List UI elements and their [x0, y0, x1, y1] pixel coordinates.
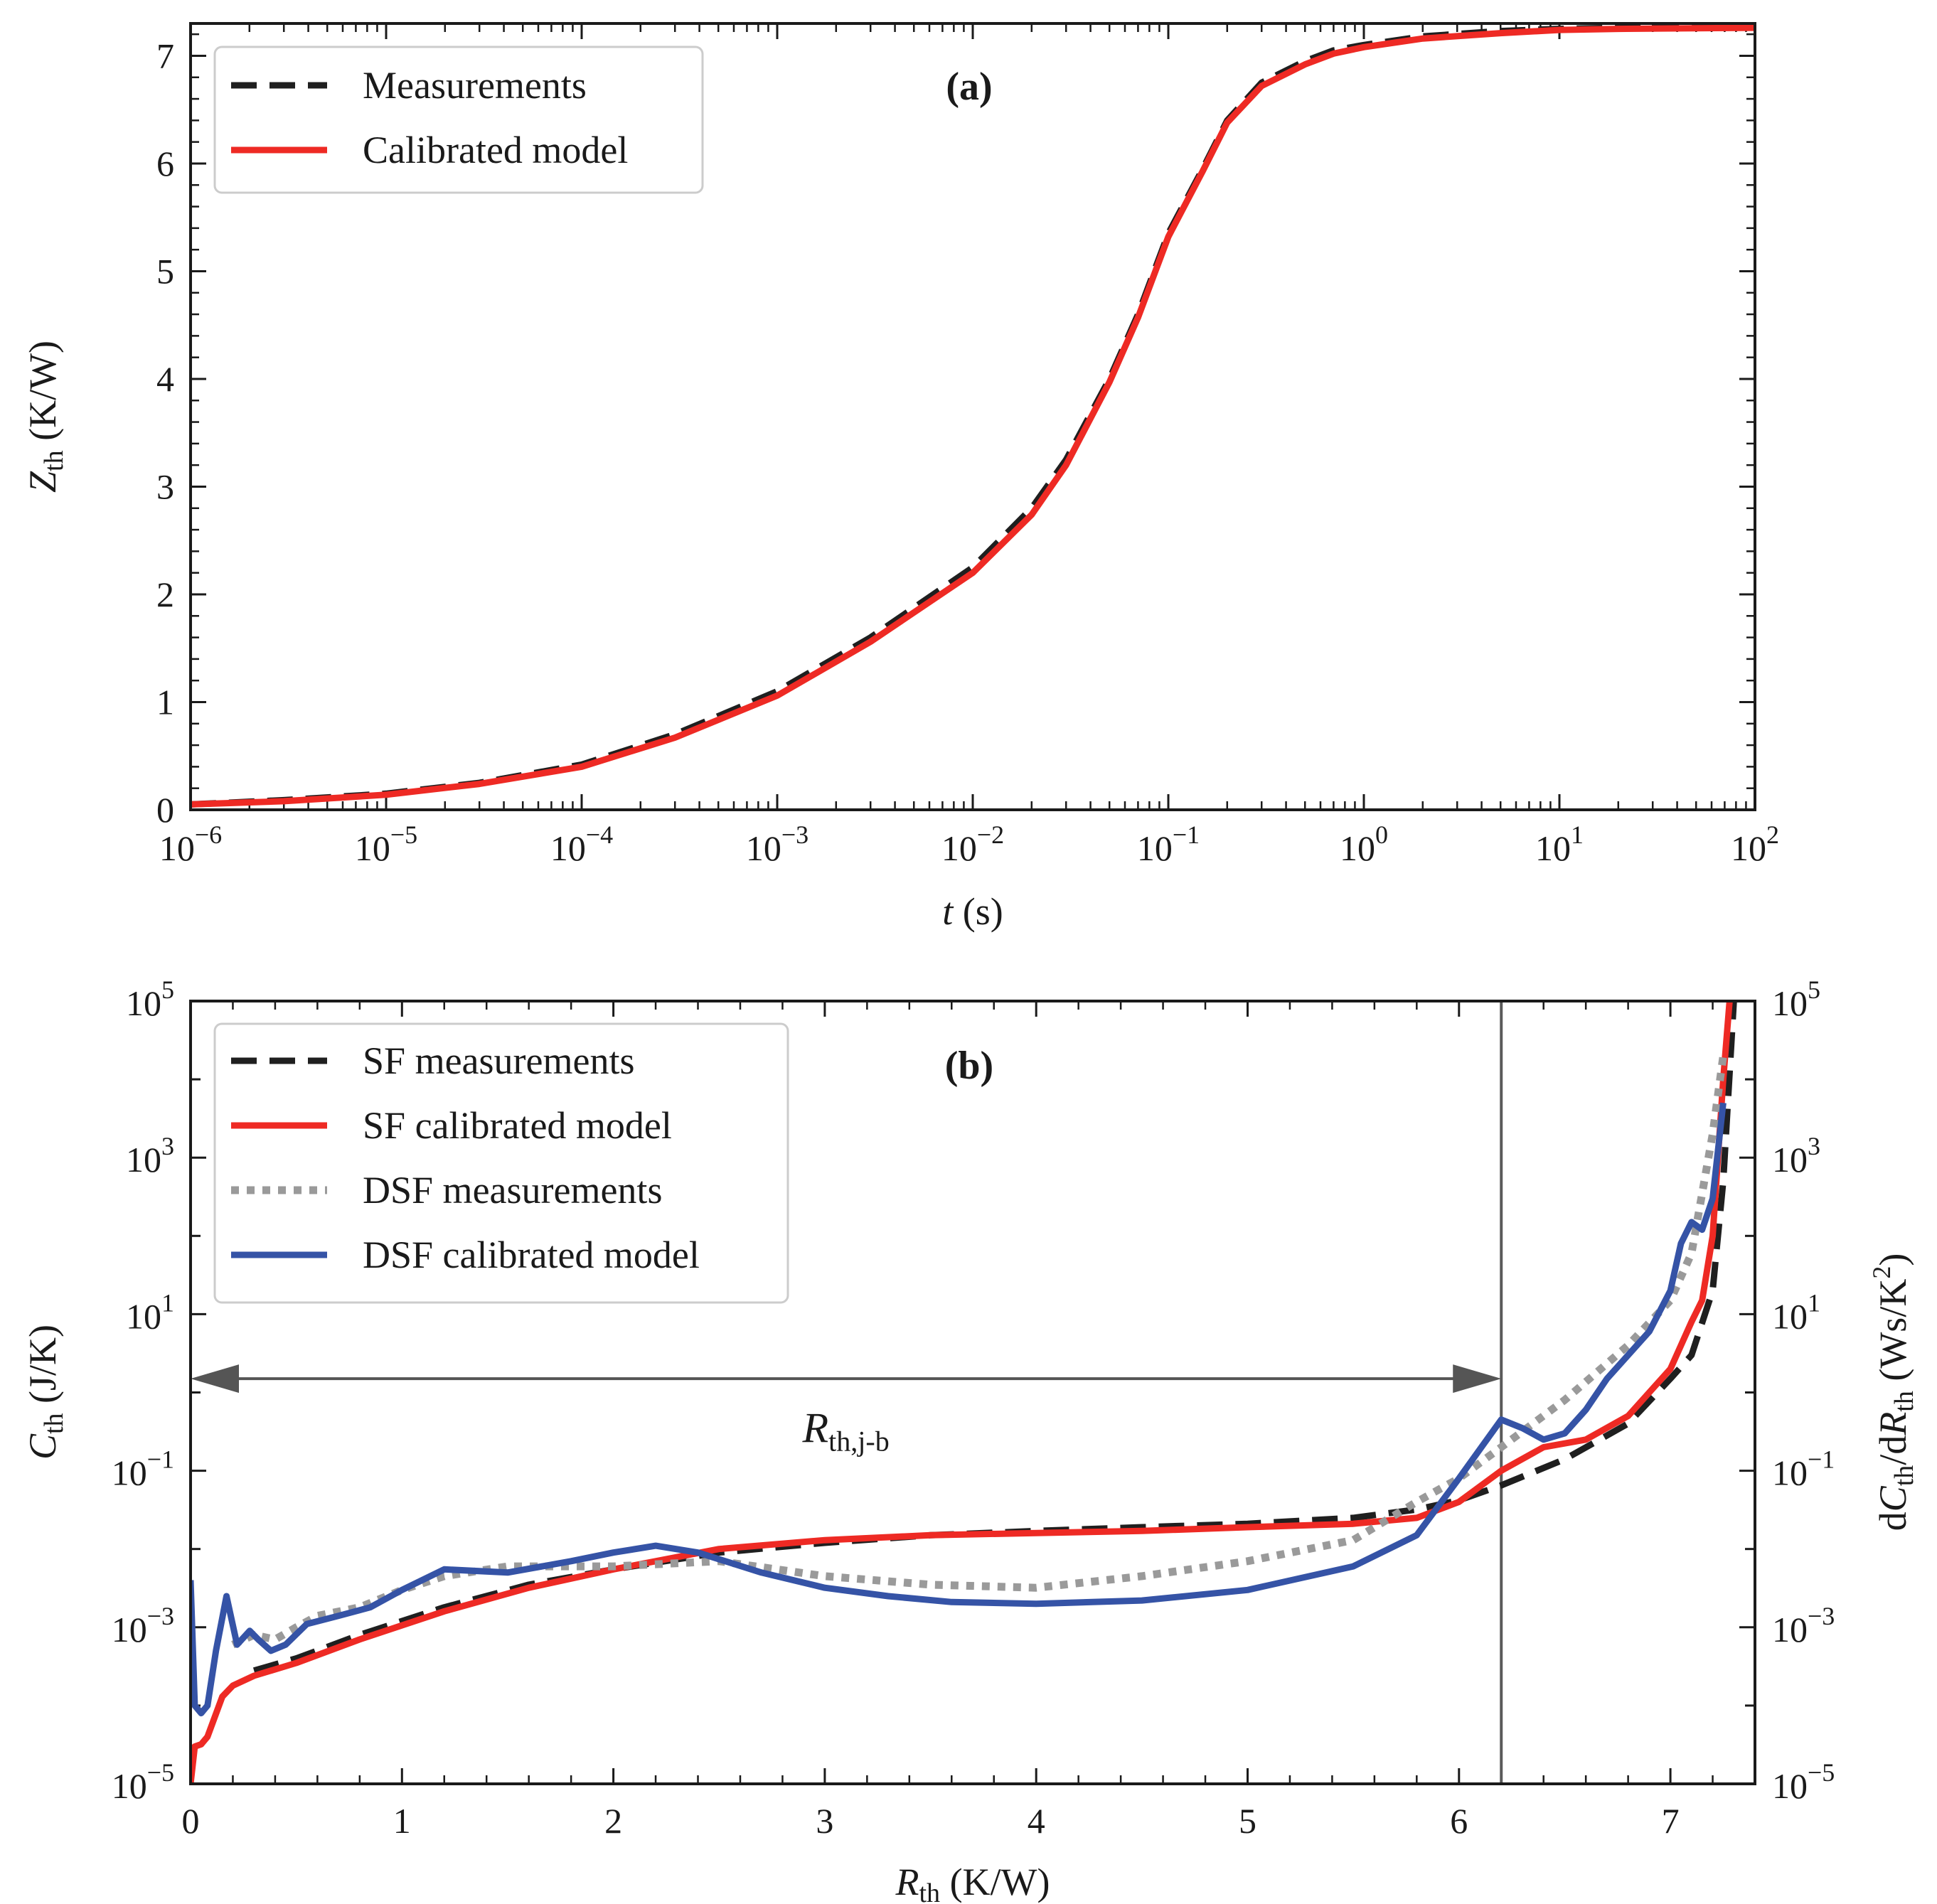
- x-tick-label: 100: [1340, 820, 1388, 868]
- legend-label-calibrated-model: Calibrated model: [363, 129, 628, 171]
- legend-label-sf-measurements: SF measurements: [363, 1039, 634, 1082]
- rth-jb-arrow-head-left: [191, 1364, 239, 1394]
- y-tick-label: 4: [156, 359, 174, 399]
- panel-b-legend: SF measurements SF calibrated model DSF …: [213, 1022, 789, 1304]
- right-y-tick-label: 101: [1772, 1288, 1820, 1336]
- panel-b-series: [191, 1001, 1737, 1784]
- x-tick-label: 10−3: [746, 820, 809, 868]
- panel-b-right-y-axis-label: dCth/dRth (Ws/K2): [1867, 1253, 1919, 1531]
- right-y-tick-label: 105: [1772, 975, 1820, 1023]
- right-y-tick-label: 10−3: [1772, 1602, 1835, 1649]
- right-y-tick-label: 103: [1772, 1132, 1820, 1180]
- right-y-tick-label: 10−5: [1772, 1758, 1835, 1806]
- x-tick-label: 10−6: [159, 820, 222, 868]
- panel-a-legend: Measurements Calibrated model: [213, 46, 704, 194]
- y-tick-label: 1: [156, 682, 174, 722]
- panel-a-y-tick-labels: 0 1 2 3 4 5 6 7: [156, 36, 174, 830]
- y-tick-label: 10−5: [112, 1758, 174, 1806]
- y-tick-label: 105: [126, 975, 174, 1023]
- series-line-b-sf-measurements: [252, 1001, 1737, 1674]
- x-tick-label: 6: [1450, 1801, 1468, 1841]
- y-tick-label: 10−3: [112, 1602, 174, 1649]
- panel-a-frame: [189, 22, 1756, 811]
- panel-b-x-tick-labels: 0 1 2 3 4 5 6 7: [182, 1801, 1680, 1841]
- x-tick-label: 0: [182, 1801, 200, 1841]
- series-line-b-sf-calibrated-model: [191, 1001, 1733, 1784]
- y-tick-label: 7: [156, 36, 174, 75]
- panel-b-x-axis-label: Rth (K/W): [895, 1861, 1050, 1904]
- y-tick-label: 2: [156, 574, 174, 614]
- panel-b-label: (b): [945, 1044, 993, 1088]
- y-tick-label: 10−1: [112, 1445, 174, 1493]
- panel-b-right-y-tick-labels: 10−5 10−3 10−1 101 103 105: [1772, 975, 1835, 1806]
- x-tick-label: 3: [816, 1801, 833, 1841]
- panel-b-y-axis-label: Cth (J/K): [21, 1325, 69, 1460]
- legend-label-sf-calibrated-model: SF calibrated model: [363, 1104, 672, 1147]
- panel-a-x-axis-label: t (s): [942, 890, 1003, 933]
- x-tick-label: 10−1: [1137, 820, 1200, 868]
- series-line-b-dsf-measurements: [231, 1055, 1727, 1649]
- y-tick-label: 0: [156, 790, 174, 830]
- y-tick-label: 6: [156, 144, 174, 183]
- panel-b-y-tick-labels: 10−5 10−3 10−1 101 103 105: [112, 975, 174, 1806]
- panel-a-label: (a): [946, 65, 992, 109]
- rth-jb-annotation-label: Rth,j-b: [802, 1405, 890, 1458]
- series-line-a-calibrated-model: [191, 24, 1755, 808]
- x-tick-label: 5: [1239, 1801, 1256, 1841]
- right-y-tick-label: 10−1: [1772, 1445, 1835, 1493]
- x-tick-label: 1: [393, 1801, 411, 1841]
- y-tick-label: 101: [126, 1288, 174, 1336]
- panel-b-legend-frame: [213, 1022, 789, 1304]
- legend-label-measurements: Measurements: [363, 64, 587, 107]
- x-tick-label: 10−5: [355, 820, 417, 868]
- panel-b-annotation: Rth,j-b: [191, 1364, 1502, 1458]
- y-tick-label: 3: [156, 466, 174, 506]
- legend-label-dsf-calibrated-model: DSF calibrated model: [363, 1234, 700, 1276]
- x-tick-label: 101: [1535, 820, 1584, 868]
- x-tick-label: 10−4: [550, 820, 613, 868]
- series-line-b-dsf-calibrated-model: [191, 1102, 1727, 1717]
- panel-a-x-tick-labels: 10−6 10−5 10−4 10−3 10−2 10−1 100 101 102: [159, 820, 1779, 868]
- x-tick-label: 10−2: [941, 820, 1004, 868]
- panel-b-frame: [189, 1000, 1756, 1785]
- x-tick-label: 4: [1028, 1801, 1045, 1841]
- panel-b: Rth,j-b 0 1 2 3 4 5 6 7 10−5 10−3 10−1 101 103 105 1…: [21, 975, 1919, 1904]
- panel-a: 10−6 10−5 10−4 10−3 10−2 10−1 100 101 102 0 1 2 3 4 5…: [21, 22, 1779, 933]
- rth-jb-arrow-head-right: [1453, 1364, 1502, 1394]
- legend-label-dsf-measurements: DSF measurements: [363, 1169, 662, 1212]
- x-tick-label: 7: [1662, 1801, 1680, 1841]
- panel-a-y-axis-label: Zth (K/W): [21, 341, 69, 493]
- x-tick-label: 102: [1731, 820, 1779, 868]
- panel-a-series: [191, 23, 1755, 808]
- y-tick-label: 103: [126, 1132, 174, 1180]
- y-tick-label: 5: [156, 251, 174, 291]
- x-tick-label: 2: [604, 1801, 622, 1841]
- panel-a-legend-frame: [213, 46, 704, 194]
